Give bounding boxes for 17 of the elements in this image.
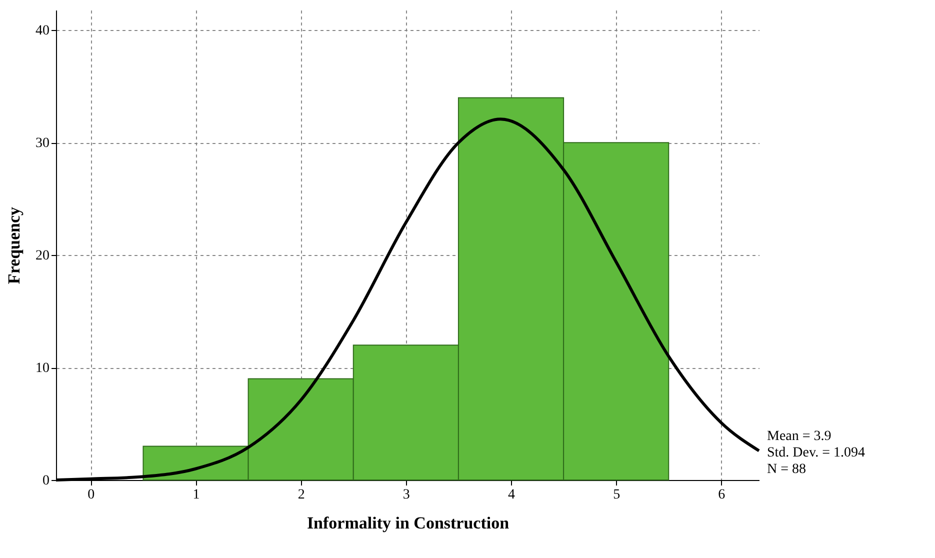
y-tick-label: 10 (36, 361, 50, 376)
x-tick-label: 2 (298, 488, 305, 502)
y-tick-label: 40 (36, 24, 50, 39)
y-axis-title: Frequency (4, 206, 24, 284)
y-tick-label: 30 (36, 136, 50, 152)
x-axis-title: Informality in Construction (306, 514, 510, 532)
x-tick-label: 1 (192, 488, 200, 502)
x-tick-label: 5 (613, 488, 620, 502)
text: N = 88 (767, 462, 806, 477)
y-tick-label: 20 (36, 248, 50, 264)
x-tick-label: 3 (402, 488, 410, 502)
text: Mean = 3.9 (767, 429, 832, 444)
x-tick-label: 0 (88, 488, 95, 502)
x-tick-label: 6 (718, 488, 726, 502)
x-tick-label: 4 (508, 488, 516, 502)
y-tick-label: 0 (42, 474, 50, 488)
text: Std. Dev. = 1.094 (767, 446, 865, 460)
